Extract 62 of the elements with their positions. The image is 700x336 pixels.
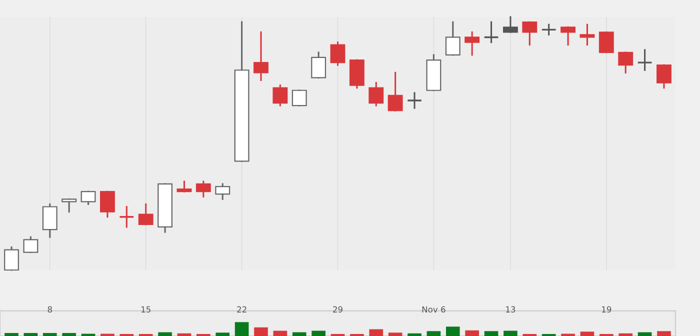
candlestick xyxy=(503,16,518,33)
candlestick xyxy=(4,246,19,271)
bar xyxy=(62,332,76,336)
x-tick-label: 19 xyxy=(602,306,612,313)
candlestick xyxy=(23,236,38,254)
candlestick xyxy=(464,31,480,56)
x-tick-label: 29 xyxy=(333,306,342,313)
bar xyxy=(292,332,306,336)
bar xyxy=(177,333,192,336)
candlestick xyxy=(62,198,77,213)
candlestick xyxy=(292,90,307,106)
candlestick xyxy=(445,21,460,56)
bar xyxy=(42,332,57,336)
bar xyxy=(273,330,288,336)
bar xyxy=(24,332,38,336)
bar xyxy=(504,330,518,336)
x-tick-label: 22 xyxy=(237,306,246,312)
candlestick xyxy=(406,92,422,109)
x-tick-label: 13 xyxy=(506,306,516,313)
candlestick xyxy=(618,52,634,74)
bar xyxy=(638,332,652,336)
candlestick xyxy=(656,64,672,89)
bar xyxy=(408,333,422,336)
bar xyxy=(254,327,268,336)
candlestick xyxy=(637,49,653,71)
bar xyxy=(580,332,594,336)
candlestick xyxy=(80,190,96,205)
candlestick xyxy=(100,190,115,218)
x-tick-label: Nov 6 xyxy=(422,306,446,313)
bar xyxy=(369,329,384,336)
bar xyxy=(234,322,249,336)
candlestick xyxy=(388,72,403,112)
candlestick xyxy=(196,180,211,198)
candlestick xyxy=(598,31,614,54)
candlestick xyxy=(330,42,346,66)
bar xyxy=(216,332,230,336)
candlestick xyxy=(368,82,384,106)
bar xyxy=(465,330,479,336)
candlestick xyxy=(560,26,576,46)
candlestick xyxy=(522,21,538,46)
x-tick-label: 15 xyxy=(141,306,150,313)
candlestick xyxy=(254,31,268,82)
candlestick xyxy=(541,24,557,36)
candlestick xyxy=(42,203,58,238)
candlestick xyxy=(272,84,288,106)
bar xyxy=(312,330,326,336)
candlestick xyxy=(311,52,326,78)
candlestick xyxy=(138,203,154,226)
candlestick xyxy=(176,180,192,192)
candlestick xyxy=(118,206,134,228)
bar xyxy=(4,332,18,336)
bar xyxy=(657,331,671,336)
candlestick xyxy=(215,183,230,200)
candlestick xyxy=(580,24,595,46)
candlestick xyxy=(484,21,500,44)
bar xyxy=(388,332,402,336)
x-tick-label: 8 xyxy=(48,306,52,313)
bar xyxy=(446,326,460,336)
bar xyxy=(484,331,498,336)
bar xyxy=(426,331,441,336)
bar xyxy=(618,333,633,336)
bar xyxy=(158,332,172,336)
